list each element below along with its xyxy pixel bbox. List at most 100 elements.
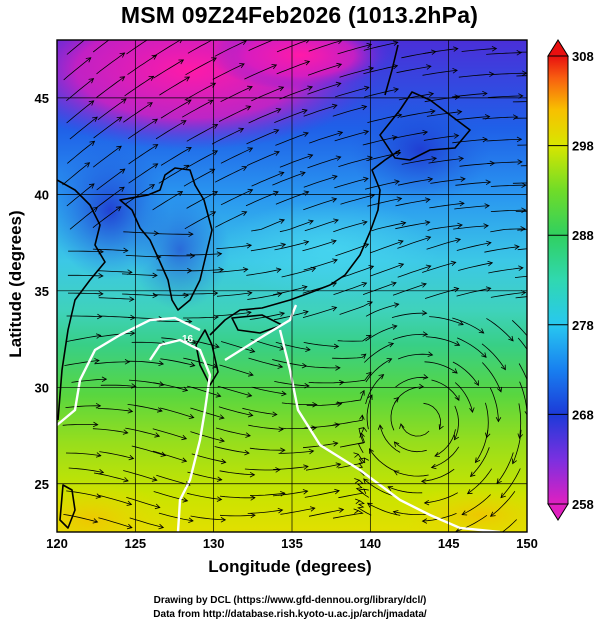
streamline — [490, 209, 526, 212]
streamline — [123, 102, 153, 123]
streamline — [99, 451, 134, 459]
streamline — [423, 402, 441, 430]
streamline — [159, 255, 195, 257]
streamline-arrow — [387, 486, 394, 492]
streamline-arrow — [426, 64, 432, 70]
streamline-arrow — [335, 81, 342, 88]
streamline-arrow — [97, 313, 103, 320]
streamline-arrow — [363, 457, 369, 464]
streamline — [218, 406, 253, 416]
streamline-arrow — [353, 508, 360, 514]
streamline-arrow — [241, 166, 248, 171]
streamline — [335, 86, 370, 98]
streamline — [400, 423, 430, 437]
streamline — [66, 315, 102, 318]
streamline — [308, 381, 344, 384]
streamline-arrow — [158, 360, 165, 366]
streamline-arrow — [303, 310, 309, 316]
streamline — [248, 357, 283, 368]
streamline — [186, 150, 218, 169]
streamline-arrow — [207, 99, 214, 105]
streamline-arrow — [302, 489, 309, 495]
streamline-arrow — [119, 52, 126, 58]
streamline-arrow — [392, 510, 399, 516]
lon-tick-label: 150 — [516, 536, 538, 551]
streamline — [429, 316, 464, 325]
streamline — [64, 360, 100, 366]
streamline — [92, 428, 128, 434]
lon-tick-label: 125 — [124, 536, 146, 551]
streamline-arrow — [518, 265, 524, 271]
streamline — [93, 472, 129, 482]
streamline — [458, 73, 494, 78]
streamline — [65, 452, 101, 457]
streamline — [303, 175, 338, 188]
streamline-arrow — [276, 291, 283, 297]
streamline-arrow — [220, 517, 227, 523]
streamline — [217, 385, 252, 397]
streamline — [461, 48, 497, 52]
streamline-arrow — [149, 184, 156, 190]
streamline — [190, 431, 225, 442]
streamline-arrow — [245, 432, 251, 438]
lat-tick-labels: 25 30 35 40 45 — [35, 91, 49, 492]
streamline — [489, 387, 499, 422]
streamline — [357, 500, 372, 516]
korea-coast — [119, 167, 213, 311]
streamline-arrow — [186, 147, 192, 152]
streamline-arrow — [216, 476, 223, 482]
streamline-arrow — [311, 425, 317, 431]
streamline-arrow — [301, 285, 308, 291]
streamline — [332, 415, 363, 426]
streamline — [153, 491, 188, 502]
streamline — [467, 468, 493, 495]
streamline-arrow — [152, 144, 159, 150]
streamline-arrow — [361, 282, 368, 288]
streamline-arrow — [363, 129, 370, 135]
streamline-arrow — [354, 478, 360, 484]
streamline — [281, 267, 316, 278]
streamline — [486, 318, 514, 342]
streamline — [365, 303, 399, 317]
streamline-arrow — [335, 365, 341, 371]
streamline-arrow — [182, 497, 189, 503]
streamline — [155, 120, 187, 140]
streamline — [339, 372, 372, 384]
streamline — [274, 109, 308, 123]
streamline-arrow — [89, 183, 95, 189]
streamline-arrow — [188, 231, 194, 238]
streamline — [488, 267, 523, 274]
streamline-arrow — [469, 471, 476, 477]
streamline — [430, 178, 466, 184]
streamline — [62, 162, 90, 186]
streamline-arrow — [180, 120, 187, 126]
lon-tick-labels: 120 125 130 135 140 145 150 — [46, 536, 538, 551]
streamline-arrow — [181, 457, 188, 463]
streamline-arrow — [332, 441, 339, 447]
credit-data: Data from http://database.rish.kyoto-u.a… — [153, 609, 427, 620]
streamline — [215, 427, 251, 437]
streamline-arrow — [182, 386, 189, 392]
streamline — [340, 265, 374, 279]
streamline — [66, 40, 86, 55]
streamline-arrow — [151, 54, 158, 60]
lon-tick-label: 140 — [359, 536, 381, 551]
streamline-arrow — [434, 451, 440, 457]
streamline-arrow — [483, 223, 489, 229]
streamline-arrow — [423, 499, 430, 506]
streamline-arrow — [98, 290, 104, 297]
streamline-arrow — [364, 85, 370, 91]
streamline — [214, 166, 247, 183]
streamline — [309, 131, 343, 144]
streamline — [454, 116, 490, 121]
streamline-arrow — [453, 46, 459, 52]
streamline-arrow — [459, 200, 465, 207]
streamline-arrow — [211, 57, 217, 63]
plot-frame — [56, 39, 528, 533]
streamline-arrow — [391, 281, 397, 287]
streamline-arrow — [216, 251, 223, 257]
streamline — [127, 404, 163, 412]
streamline — [274, 241, 309, 251]
streamline-arrow — [367, 394, 373, 401]
streamline — [183, 168, 215, 187]
